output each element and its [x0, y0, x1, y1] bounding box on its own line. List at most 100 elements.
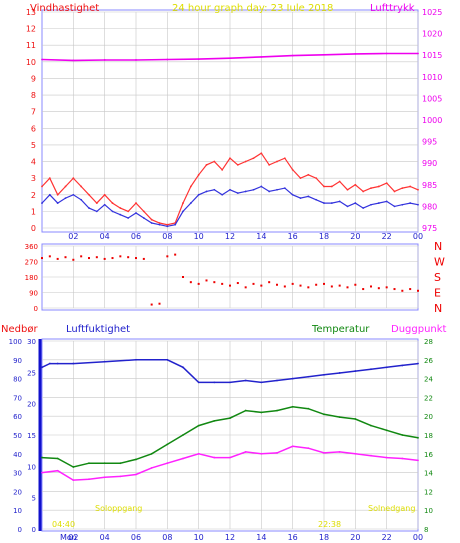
dewpoint-point: [150, 467, 153, 469]
temperature-point: [41, 456, 43, 459]
humidity-tick-label: 40: [13, 451, 22, 459]
pressure-point: [166, 58, 169, 61]
pressure-tick-label: 1025: [422, 8, 442, 17]
direction-tick-label: 270: [25, 259, 38, 267]
humidity-point: [370, 368, 372, 371]
direction-tick-label: 360: [25, 243, 38, 251]
gust-point: [307, 173, 310, 176]
wind-point: [221, 193, 224, 196]
gust-point: [111, 202, 114, 204]
direction-point: [56, 257, 59, 260]
direction-point: [315, 283, 318, 286]
temperature-point: [72, 466, 75, 468]
pressure-point: [229, 57, 231, 60]
pressure-point: [354, 53, 357, 55]
wind-point: [260, 185, 263, 188]
sunset-label: Solnedgang: [368, 504, 415, 513]
gust-point: [291, 168, 294, 171]
gust-point: [189, 185, 192, 188]
pressure-tick-label: 990: [422, 159, 437, 168]
gust-point: [252, 157, 255, 160]
humidity-point: [48, 362, 51, 365]
time-tick-label: 20: [350, 232, 360, 241]
gust-point: [213, 160, 216, 163]
wind-point: [64, 197, 67, 199]
dewpoint-label: Duggpunkt: [391, 324, 447, 335]
pressure-point: [41, 58, 43, 61]
direction-point: [189, 281, 192, 284]
gust-point: [119, 207, 122, 209]
wind-point: [119, 213, 122, 216]
dewpoint-point: [401, 457, 404, 460]
series-layer: [41, 52, 419, 482]
temperature-point: [401, 434, 404, 436]
gust-point: [72, 177, 75, 180]
wind-point: [307, 195, 310, 198]
temp-time-tick-label: 08: [162, 533, 172, 542]
wind-point: [197, 193, 200, 196]
temperature-point: [276, 409, 278, 412]
wind-point: [166, 225, 169, 228]
temp-time-tick-label: 16: [288, 533, 298, 542]
humidity-point: [103, 360, 106, 363]
wind-point: [315, 198, 318, 201]
gust-point: [205, 163, 208, 166]
temperature-point: [166, 443, 169, 446]
precip-tick-label: 10: [27, 463, 36, 471]
gust-point: [135, 202, 137, 204]
time-tick-label: 22: [382, 232, 392, 241]
temperature-point: [135, 458, 137, 461]
temperature-point: [291, 405, 294, 408]
wind-speed-label: Vindhastighet: [30, 3, 99, 14]
pressure-point: [135, 59, 137, 61]
gust-point: [229, 157, 231, 160]
pressure-tick-label: 1000: [422, 116, 442, 125]
dewpoint-point: [88, 478, 90, 481]
humidity-tick-label: 80: [13, 376, 22, 384]
pressure-tick-label: 995: [422, 138, 437, 147]
temperature-point: [182, 434, 184, 436]
gust-point: [260, 152, 263, 155]
direction-point: [377, 287, 380, 290]
direction-point: [283, 285, 286, 288]
wind-point: [276, 188, 278, 191]
dewpoint-point: [166, 462, 169, 465]
direction-point: [64, 256, 67, 259]
gust-point: [346, 188, 349, 191]
direction-point: [401, 289, 404, 292]
wind-tick-label: 5: [31, 141, 36, 150]
temp-time-tick-label: 06: [131, 533, 141, 542]
humidity-point: [213, 381, 216, 384]
direction-point: [135, 257, 137, 260]
dewpoint-point: [103, 476, 106, 479]
direction-point: [409, 288, 412, 291]
direction-point: [80, 255, 83, 258]
gust-point: [48, 177, 51, 180]
humidity-point: [135, 358, 137, 361]
dewpoint-point: [213, 456, 216, 459]
wind-point: [103, 203, 106, 206]
humidity-point: [166, 358, 169, 361]
temperature-point: [88, 462, 90, 465]
direction-point: [323, 282, 325, 285]
wind-point: [268, 190, 271, 193]
direction-point: [41, 257, 43, 260]
wind-point: [229, 188, 231, 191]
temperature-point: [103, 462, 106, 465]
wind-point: [150, 222, 153, 224]
dewpoint-point: [41, 471, 43, 474]
time-tick-label: 02: [68, 232, 78, 241]
temperature-point: [229, 417, 231, 419]
pressure-tick-label: 985: [422, 181, 437, 190]
wind-point: [135, 212, 137, 214]
wind-tick-label: 12: [26, 25, 36, 34]
gust-point: [103, 193, 106, 196]
temp-time-tick-label: 22: [382, 533, 392, 542]
wind-point: [354, 202, 357, 204]
direction-point: [111, 257, 114, 260]
pressure-tick-label: 1015: [422, 51, 442, 60]
pressure-point: [417, 52, 419, 55]
pressure-point: [260, 56, 263, 58]
time-tick-label: 16: [288, 232, 298, 241]
direction-point: [362, 288, 365, 291]
